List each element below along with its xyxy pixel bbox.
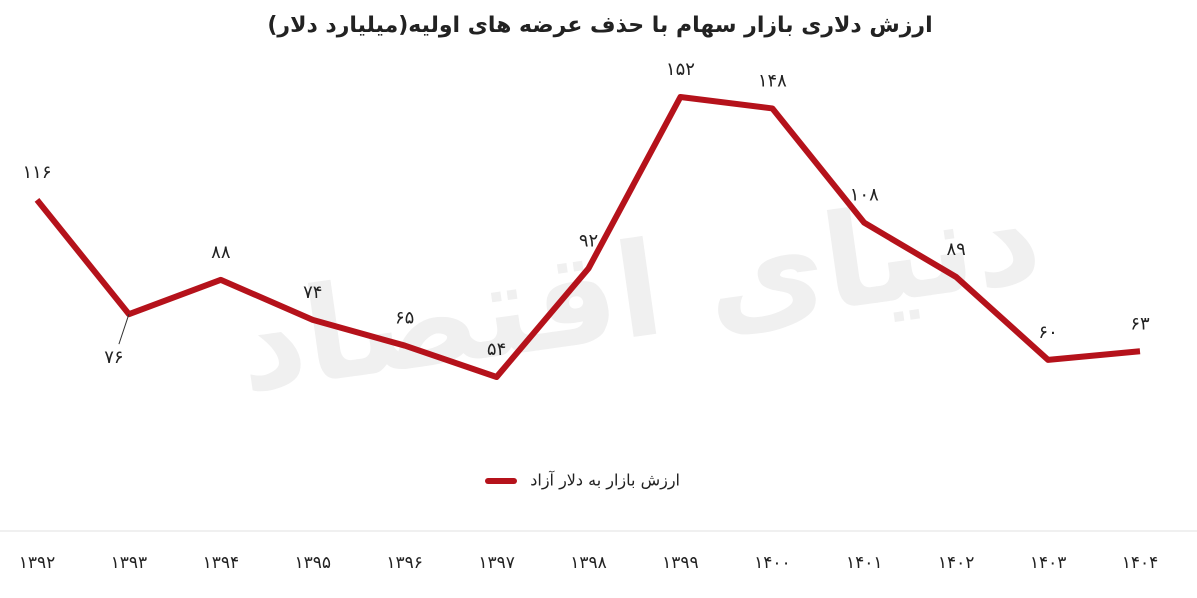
data-label: ۱۰۸ xyxy=(850,185,879,206)
data-label: ۱۴۸ xyxy=(758,70,787,91)
data-label: ۸۹ xyxy=(946,239,965,260)
x-tick-label: ۱۳۹۵ xyxy=(294,553,331,573)
data-label: ۵۴ xyxy=(487,339,506,360)
x-tick-label: ۱۳۹۹ xyxy=(662,553,699,573)
x-tick-label: ۱۳۹۳ xyxy=(111,553,148,573)
x-tick-label: ۱۳۹۷ xyxy=(478,553,515,573)
x-tick-label: ۱۴۰۳ xyxy=(1030,553,1067,573)
x-tick-label: ۱۴۰۴ xyxy=(1122,553,1159,573)
watermark: دنیای اقتصاد xyxy=(228,159,1049,422)
x-tick-label: ۱۳۹۸ xyxy=(570,553,607,573)
data-label: ۱۱۶ xyxy=(22,162,51,183)
x-tick-label: ۱۳۹۲ xyxy=(19,553,56,573)
x-tick-label: ۱۴۰۲ xyxy=(938,553,975,573)
x-tick-label: ۱۳۹۶ xyxy=(386,553,423,573)
chart-title: ارزش دلاری بازار سهام با حذف عرضه های او… xyxy=(267,13,932,38)
x-tick-label: ۱۴۰۱ xyxy=(846,553,883,573)
x-tick-label: ۱۳۹۴ xyxy=(203,553,240,573)
x-tick-label: ۱۴۰۰ xyxy=(754,553,791,573)
data-label: ۶۰ xyxy=(1038,322,1057,343)
data-label: ۸۸ xyxy=(211,242,231,263)
data-label: ۷۶ xyxy=(104,347,123,368)
data-label: ۱۵۲ xyxy=(666,59,695,80)
legend-label: ارزش بازار به دلار آزاد xyxy=(530,471,680,491)
leader-line xyxy=(118,313,130,345)
data-label: ۶۳ xyxy=(1130,313,1150,334)
line xyxy=(34,94,1141,380)
data-label: ۷۴ xyxy=(303,282,322,303)
data-label: ۹۲ xyxy=(579,230,598,251)
data-label: ۶۵ xyxy=(395,308,414,329)
